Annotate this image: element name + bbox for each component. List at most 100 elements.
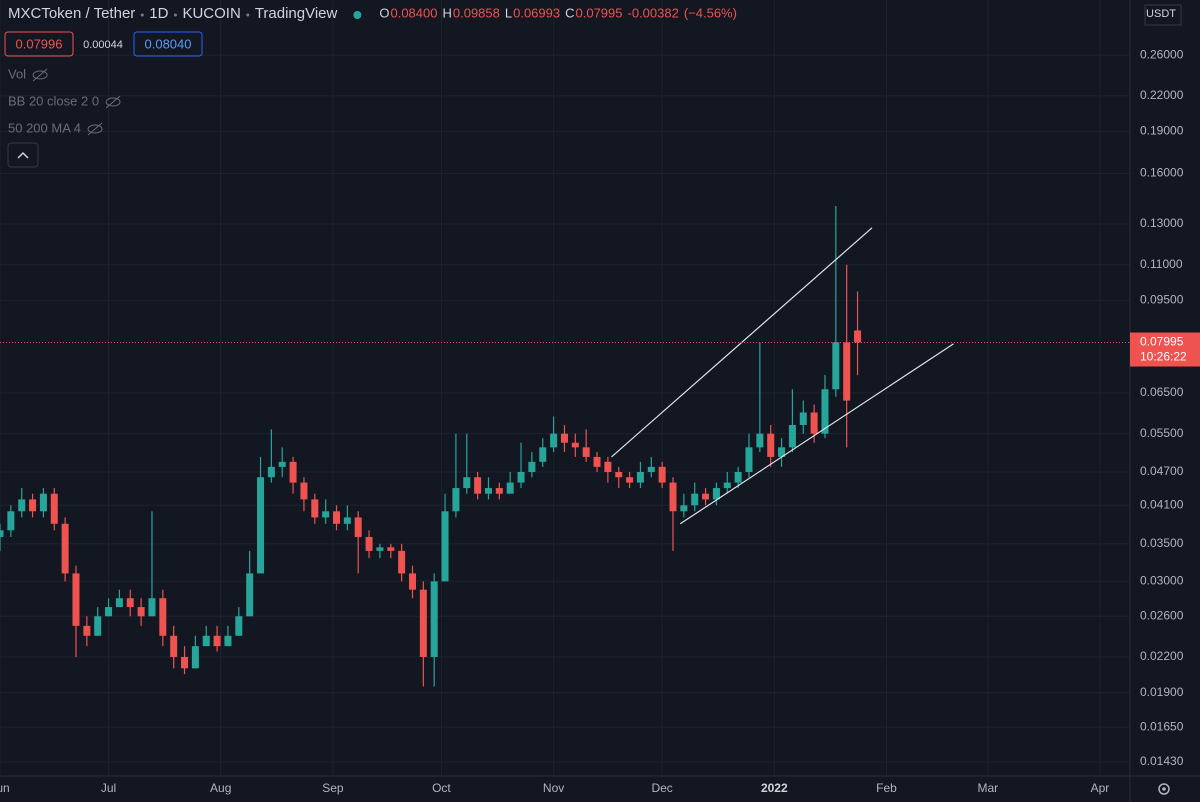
candle-body [723,482,731,489]
candle-body [495,488,503,494]
candle-body [376,547,384,551]
candle-body [159,598,167,636]
candle-body [300,482,308,500]
indicator: BB 20 close 2 0 [8,93,99,108]
y-tick-label: 0.06500 [1140,385,1184,399]
y-tick-label: 0.13000 [1140,216,1184,230]
y-tick-label: 0.01430 [1140,754,1184,768]
candle-body [669,482,677,512]
candle-body [636,471,644,483]
eye-slash [87,122,103,136]
candle-body [148,598,156,617]
candle-body [50,493,58,524]
candle-body [72,573,80,626]
candle-body [441,511,449,582]
candle-body [61,523,69,574]
ohlc-value: 0.09858 [453,5,500,20]
candle-body [474,477,482,494]
candle-body [267,466,275,478]
last-price-label: 0.07995 [1140,335,1184,349]
collapse-button[interactable] [7,142,39,168]
candle-body [463,477,471,489]
ask-box[interactable] [133,31,203,57]
change-pct: (−4.56%) [684,5,737,20]
hidden-eye-icon[interactable] [32,70,48,80]
x-tick-label: Jul [101,781,116,795]
candle-body [430,581,438,657]
ohlc-value: 0.08400 [390,5,437,20]
hidden-eye-icon[interactable] [105,97,121,107]
currency-box[interactable] [1144,4,1182,26]
separator [246,13,250,17]
candle-body [593,456,601,467]
change: -0.00382 [628,5,679,20]
countdown: 10:26:22 [1140,350,1187,364]
candle-body [484,488,492,494]
gear [1158,783,1170,795]
interval: 1D [149,5,168,22]
legend: MXCToken / Tether 1D KUCOIN TradingView O 0.0… [8,5,737,135]
last-price-box [1130,332,1200,367]
candle-body [517,471,525,483]
candle-body [365,536,373,551]
y-tick-label: 0.19000 [1140,124,1184,138]
candle-body [105,607,113,617]
x-tick-label: Sep [322,781,344,795]
chevron-icon [17,151,29,159]
eye-slash [105,95,121,109]
x-tick-label: Oct [432,781,451,795]
y-tick-label: 0.03000 [1140,574,1184,588]
symbol: MXCToken / Tether [8,5,135,22]
spread: 0.00044 [83,39,123,51]
candle-body [39,493,47,512]
candle-body [854,330,862,343]
candle-body [278,461,286,467]
settings-icon[interactable] [1158,783,1170,795]
candle-body [615,471,623,478]
ohlc-value: 0.06993 [513,5,560,20]
candle-body [702,493,710,500]
candle-body [0,530,4,537]
hidden-eye-icon[interactable] [87,124,103,134]
y-tick-label: 0.05500 [1140,426,1184,440]
ohlc-label: C [565,5,574,20]
y-tick-label: 0.16000 [1140,166,1184,180]
candle-body [452,488,460,512]
candle-body [821,389,829,434]
bid-box[interactable] [4,31,74,57]
candle-body [571,442,579,448]
candle-body [832,342,840,390]
separator [173,13,177,17]
candle-body [115,598,123,608]
candle-body [137,607,145,617]
gear-center [1162,787,1166,791]
candle-body [734,471,742,483]
candle-body [83,625,91,636]
candle-body [7,511,15,531]
x-tick-label: Jun [0,781,10,795]
candle-body [126,598,134,608]
market-status [353,11,362,19]
bid: 0.07996 [16,36,63,51]
candle-body [333,511,341,524]
x-tick-label: Nov [543,781,564,795]
x-tick-label: Apr [1091,781,1110,795]
candle-body [799,412,807,425]
y-tick-label: 0.02200 [1140,649,1184,663]
plot [0,205,1130,687]
x-tick-label: Dec [651,781,672,795]
candle-body [788,424,796,448]
eye-slash [32,68,48,82]
y-tick-label: 0.01900 [1140,685,1184,699]
candle-body [170,635,178,657]
candle-body [778,447,786,457]
candle-body [419,589,427,657]
y-tick-label: 0.22000 [1140,88,1184,102]
candle-body [29,499,37,512]
candle-body [810,412,818,434]
candle-body [691,493,699,506]
candle-body [745,447,753,472]
candle-body [647,466,655,472]
candle-body [756,433,764,448]
